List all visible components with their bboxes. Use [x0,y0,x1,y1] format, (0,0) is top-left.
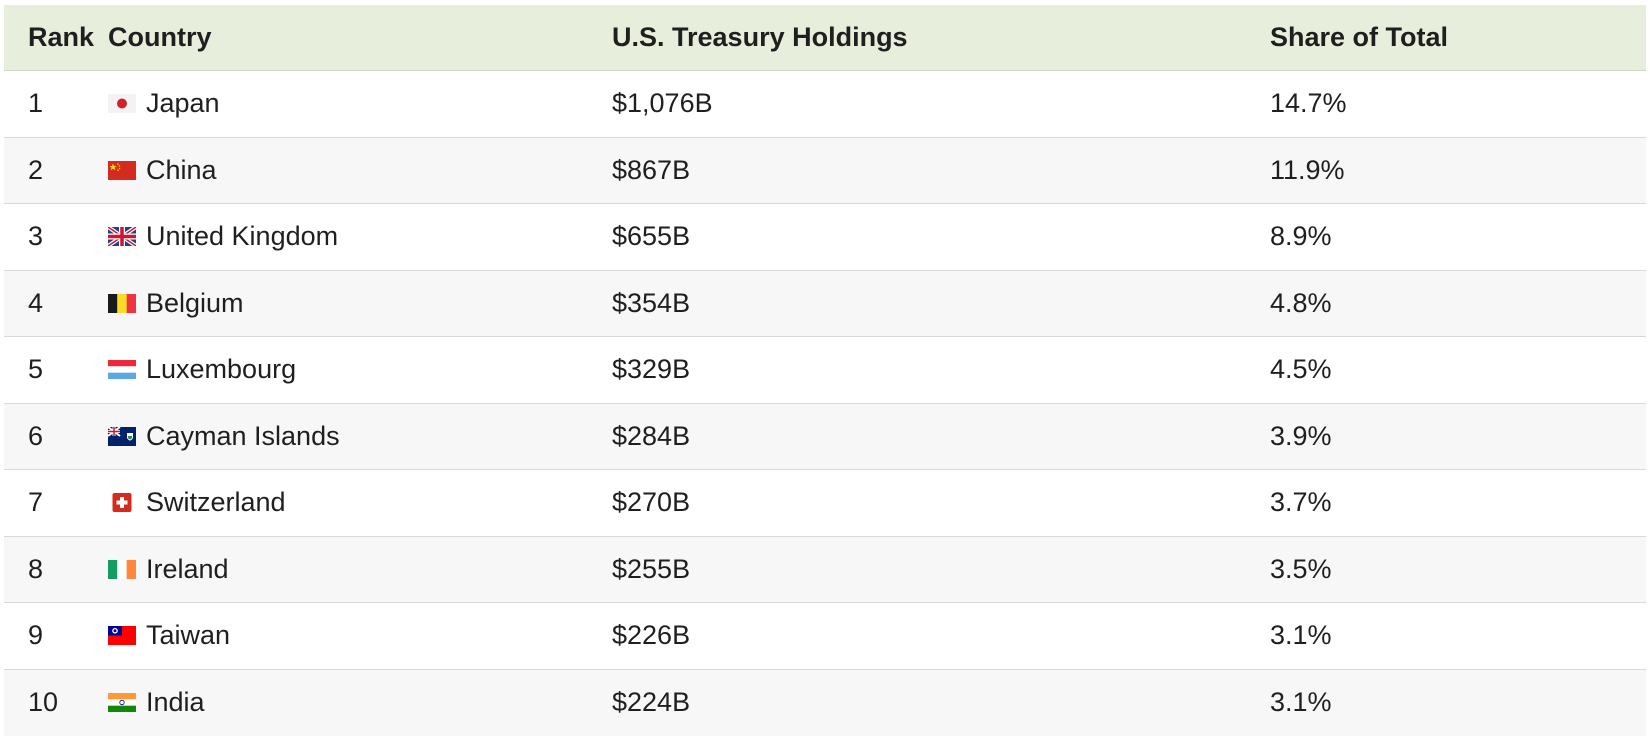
country-cell: Ireland [108,554,612,585]
country-name: India [146,687,205,718]
rank-cell: 3 [4,221,108,252]
share-cell: 3.1% [1270,620,1646,651]
share-cell: 3.5% [1270,554,1646,585]
holdings-cell: $284B [612,421,1270,452]
share-cell: 14.7% [1270,88,1646,119]
switzerland-flag-icon [108,493,136,512]
country-name: United Kingdom [146,221,338,252]
header-country: Country [108,22,612,53]
treasury-holdings-table: Rank Country U.S. Treasury Holdings Shar… [4,5,1646,736]
japan-flag-icon [108,94,136,113]
holdings-cell: $226B [612,620,1270,651]
luxembourg-flag-icon [108,360,136,379]
rank-cell: 7 [4,487,108,518]
country-cell: Luxembourg [108,354,612,385]
table-header-row: Rank Country U.S. Treasury Holdings Shar… [4,5,1646,71]
table-row: 6 Cayman Islands $284B 3.9% [4,404,1646,471]
table-row: 3 United Kingdom $655B 8.9% [4,204,1646,271]
holdings-cell: $867B [612,155,1270,186]
rank-cell: 9 [4,620,108,651]
holdings-cell: $354B [612,288,1270,319]
share-cell: 3.9% [1270,421,1646,452]
holdings-cell: $655B [612,221,1270,252]
belgium-flag-icon [108,294,136,313]
share-cell: 3.7% [1270,487,1646,518]
country-cell: China [108,155,612,186]
country-cell: Japan [108,88,612,119]
share-cell: 11.9% [1270,155,1646,186]
country-name: Ireland [146,554,229,585]
country-name: Cayman Islands [146,421,340,452]
country-cell: India [108,687,612,718]
country-name: Japan [146,88,220,119]
country-cell: Cayman Islands [108,421,612,452]
header-share: Share of Total [1270,22,1646,53]
table-row: 8 Ireland $255B 3.5% [4,537,1646,604]
rank-cell: 4 [4,288,108,319]
header-holdings: U.S. Treasury Holdings [612,22,1270,53]
rank-cell: 10 [4,687,108,718]
india-flag-icon [108,693,136,712]
country-name: Belgium [146,288,244,319]
taiwan-flag-icon [108,626,136,645]
table-row: 10 India $224B 3.1% [4,670,1646,736]
ireland-flag-icon [108,560,136,579]
share-cell: 4.8% [1270,288,1646,319]
table-row: 1 Japan $1,076B 14.7% [4,71,1646,138]
rank-cell: 1 [4,88,108,119]
rank-cell: 2 [4,155,108,186]
table-row: 5 Luxembourg $329B 4.5% [4,337,1646,404]
table-row: 2 China $867B 11.9% [4,138,1646,205]
country-cell: Switzerland [108,487,612,518]
holdings-cell: $224B [612,687,1270,718]
share-cell: 4.5% [1270,354,1646,385]
rank-cell: 5 [4,354,108,385]
table-row: 7 Switzerland $270B 3.7% [4,470,1646,537]
country-name: Luxembourg [146,354,296,385]
rank-cell: 6 [4,421,108,452]
holdings-cell: $1,076B [612,88,1270,119]
country-name: China [146,155,217,186]
uk-flag-icon [108,227,136,246]
share-cell: 8.9% [1270,221,1646,252]
holdings-cell: $270B [612,487,1270,518]
header-rank: Rank [4,22,108,53]
holdings-cell: $255B [612,554,1270,585]
country-name: Switzerland [146,487,286,518]
country-cell: Belgium [108,288,612,319]
rank-cell: 8 [4,554,108,585]
table-row: 9 Taiwan $226B 3.1% [4,603,1646,670]
share-cell: 3.1% [1270,687,1646,718]
country-cell: United Kingdom [108,221,612,252]
china-flag-icon [108,161,136,180]
table-row: 4 Belgium $354B 4.8% [4,271,1646,338]
cayman-islands-flag-icon [108,427,136,446]
country-name: Taiwan [146,620,230,651]
country-cell: Taiwan [108,620,612,651]
holdings-cell: $329B [612,354,1270,385]
